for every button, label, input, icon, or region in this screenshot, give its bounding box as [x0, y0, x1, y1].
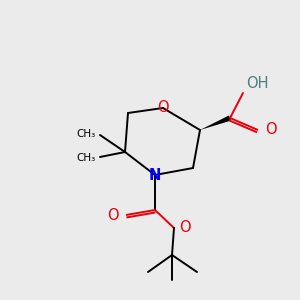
- Text: CH₃: CH₃: [77, 153, 96, 163]
- Polygon shape: [200, 116, 231, 130]
- Text: O: O: [265, 122, 277, 137]
- Text: N: N: [149, 167, 161, 182]
- Text: O: O: [157, 100, 169, 116]
- Text: O: O: [107, 208, 119, 223]
- Text: O: O: [179, 220, 190, 236]
- Text: OH: OH: [246, 76, 268, 91]
- Text: CH₃: CH₃: [77, 129, 96, 139]
